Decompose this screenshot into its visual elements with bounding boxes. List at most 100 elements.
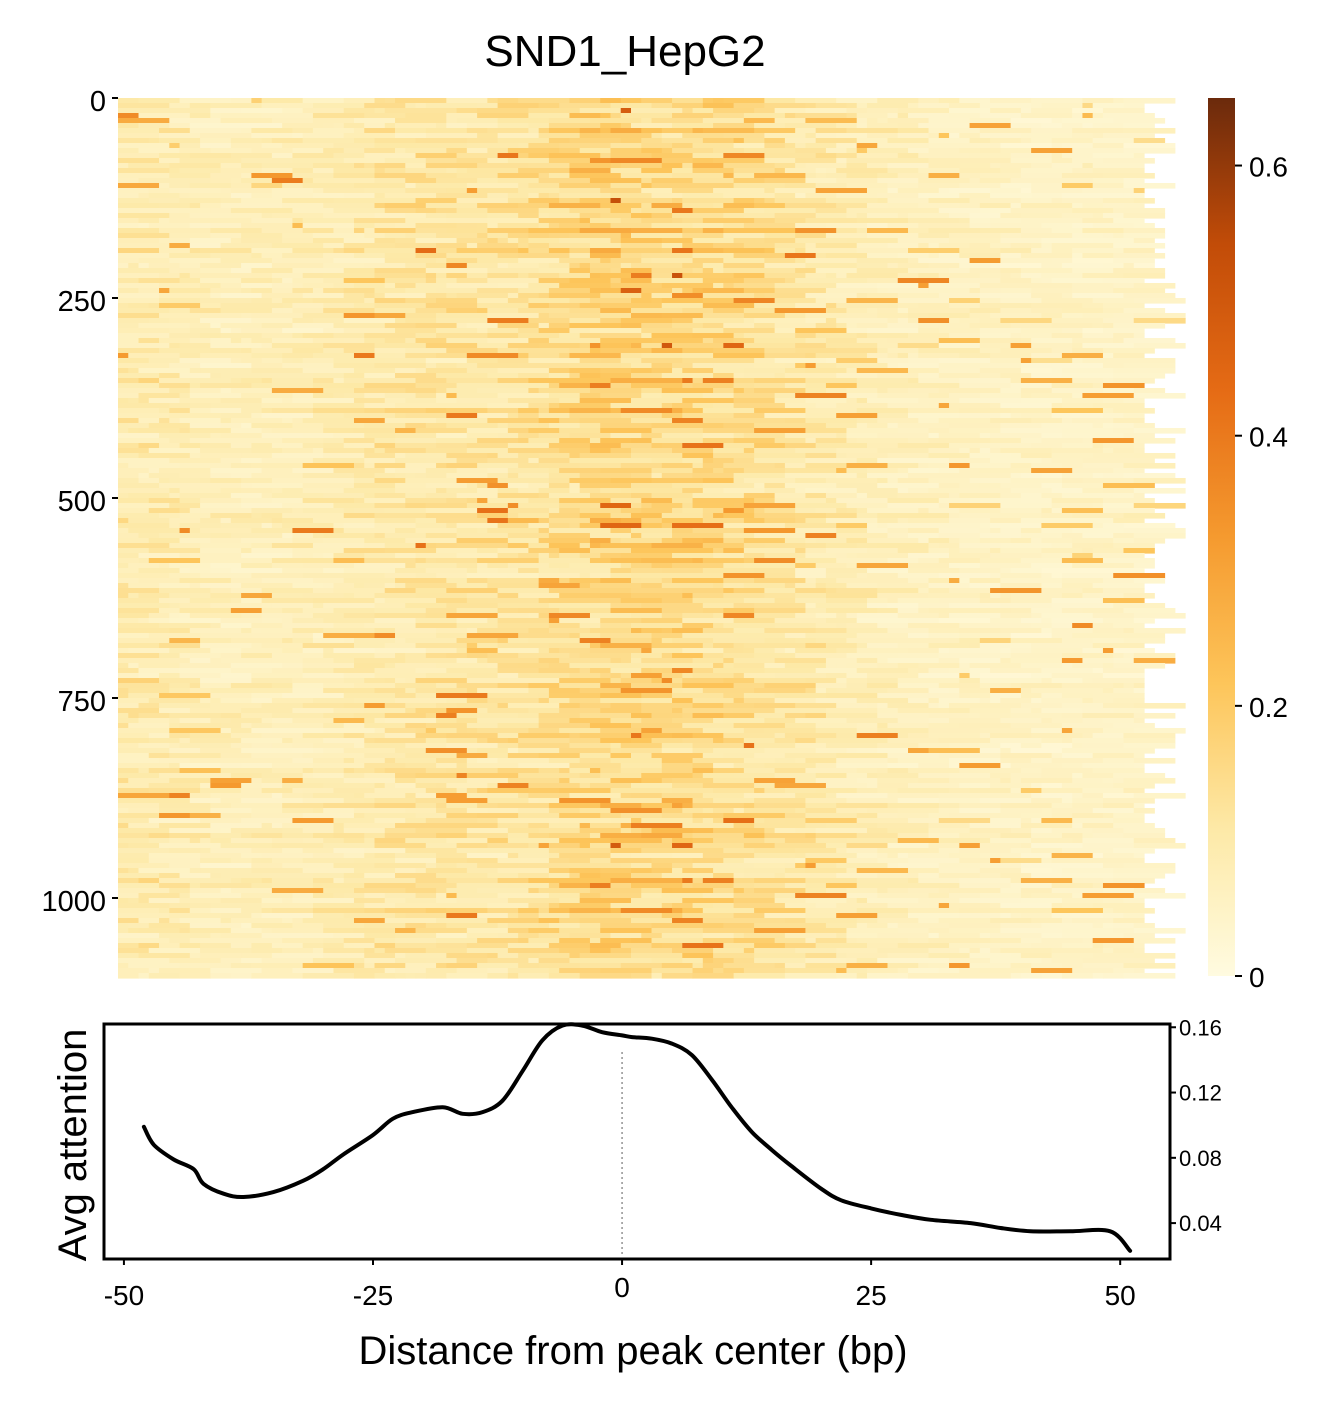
heatmap-cell — [118, 693, 129, 699]
heatmap-cell — [538, 208, 571, 214]
heatmap-cell — [518, 408, 540, 414]
heatmap-cell — [990, 193, 1032, 199]
heatmap-cell — [548, 808, 581, 814]
heatmap-cell — [189, 568, 211, 574]
heatmap-cell — [846, 553, 858, 559]
heatmap-cell — [118, 673, 140, 679]
heatmap-cell — [477, 133, 499, 139]
heatmap-cell — [805, 178, 837, 184]
heatmap-cell — [384, 408, 427, 414]
heatmap-cell — [651, 473, 663, 479]
heatmap-cell — [148, 788, 201, 794]
heatmap-cell — [138, 768, 150, 774]
heatmap-cell — [815, 323, 837, 329]
heatmap-cell — [959, 493, 1001, 499]
heatmap-cell — [702, 488, 724, 494]
heatmap-cell — [949, 503, 1001, 509]
heatmap-cell — [836, 678, 848, 684]
heatmap-cell — [1061, 388, 1104, 394]
heatmap-cell — [353, 353, 376, 359]
heatmap-cell — [784, 468, 837, 474]
heatmap-cell — [856, 123, 868, 129]
heatmap-cell — [938, 273, 981, 279]
heatmap-cell — [610, 608, 663, 614]
heatmap-cell — [559, 438, 591, 444]
heatmap-cell — [969, 713, 981, 719]
heatmap-cell — [856, 228, 868, 234]
heatmap-cell — [856, 268, 909, 274]
heatmap-cell — [928, 538, 950, 544]
heatmap-cell — [631, 593, 683, 599]
heatmap-cell — [1082, 528, 1125, 534]
heatmap-cell — [138, 278, 181, 284]
heatmap-cell — [436, 543, 458, 549]
heatmap-cell — [672, 368, 683, 374]
heatmap-cell — [1082, 233, 1104, 239]
heatmap-cell — [620, 793, 632, 799]
heatmap-cell — [241, 348, 252, 354]
heatmap-cell — [928, 688, 950, 694]
heatmap-cell — [251, 448, 283, 454]
heatmap-cell — [825, 583, 848, 589]
heatmap-cell — [128, 353, 181, 359]
heatmap-cell — [774, 738, 796, 744]
heatmap-cell — [1051, 408, 1104, 414]
heatmap-cell — [179, 158, 232, 164]
heatmap-cell — [897, 278, 950, 284]
heatmap-cell — [364, 458, 396, 464]
heatmap-cell — [559, 708, 601, 714]
heatmap-cell — [918, 323, 940, 329]
heatmap-cell — [610, 208, 632, 214]
heatmap-cell — [815, 133, 837, 139]
heatmap-cell — [548, 628, 591, 634]
heatmap-cell — [118, 168, 170, 174]
heatmap-cell — [805, 493, 827, 499]
heatmap-cell — [1020, 188, 1032, 194]
heatmap-cell — [528, 548, 560, 554]
heatmap-cell — [702, 103, 735, 109]
heatmap-cell — [374, 203, 386, 209]
heatmap-cell — [159, 808, 211, 814]
heatmap-cell — [364, 703, 386, 709]
heatmap-cell — [887, 768, 909, 774]
heatmap-cell — [384, 508, 427, 514]
heatmap-cell — [220, 713, 242, 719]
heatmap-cell — [1000, 718, 1042, 724]
heatmap-cell — [938, 243, 971, 249]
heatmap-cell — [713, 788, 755, 794]
heatmap-cell — [846, 273, 899, 279]
heatmap-cell — [949, 303, 981, 309]
heatmap-cell — [1133, 428, 1186, 434]
heatmap-cell — [415, 208, 437, 214]
heatmap-cell — [497, 123, 529, 129]
heatmap-cell — [1061, 638, 1094, 644]
heatmap-cell — [754, 378, 807, 384]
heatmap-cell — [1041, 613, 1094, 619]
heatmap-cell — [189, 308, 222, 314]
heatmap-cell — [271, 698, 314, 704]
heatmap-cell — [887, 263, 899, 269]
heatmap-cell — [230, 773, 263, 779]
heatmap-cell — [661, 608, 704, 614]
heatmap-cell — [179, 538, 211, 544]
heatmap-cell — [938, 793, 981, 799]
heatmap-cell — [128, 823, 160, 829]
heatmap-cell — [446, 213, 488, 219]
heatmap-cell — [959, 173, 981, 179]
heatmap-cell — [897, 423, 950, 429]
heatmap-cell — [1000, 183, 1032, 189]
heatmap-cell — [364, 293, 376, 299]
heatmap-cell — [631, 303, 663, 309]
heatmap-cell — [713, 363, 755, 369]
heatmap-cell — [169, 363, 201, 369]
heatmap-cell — [672, 788, 714, 794]
heatmap-cell — [395, 353, 406, 359]
heatmap-cell — [887, 363, 899, 369]
heatmap-cell — [1092, 113, 1104, 119]
heatmap-cell — [497, 323, 540, 329]
heatmap-cell — [282, 298, 314, 304]
heatmap-cell — [1000, 248, 1032, 254]
heatmap-cell — [425, 768, 447, 774]
heatmap-cell — [395, 693, 417, 699]
heatmap-cell — [200, 643, 252, 649]
